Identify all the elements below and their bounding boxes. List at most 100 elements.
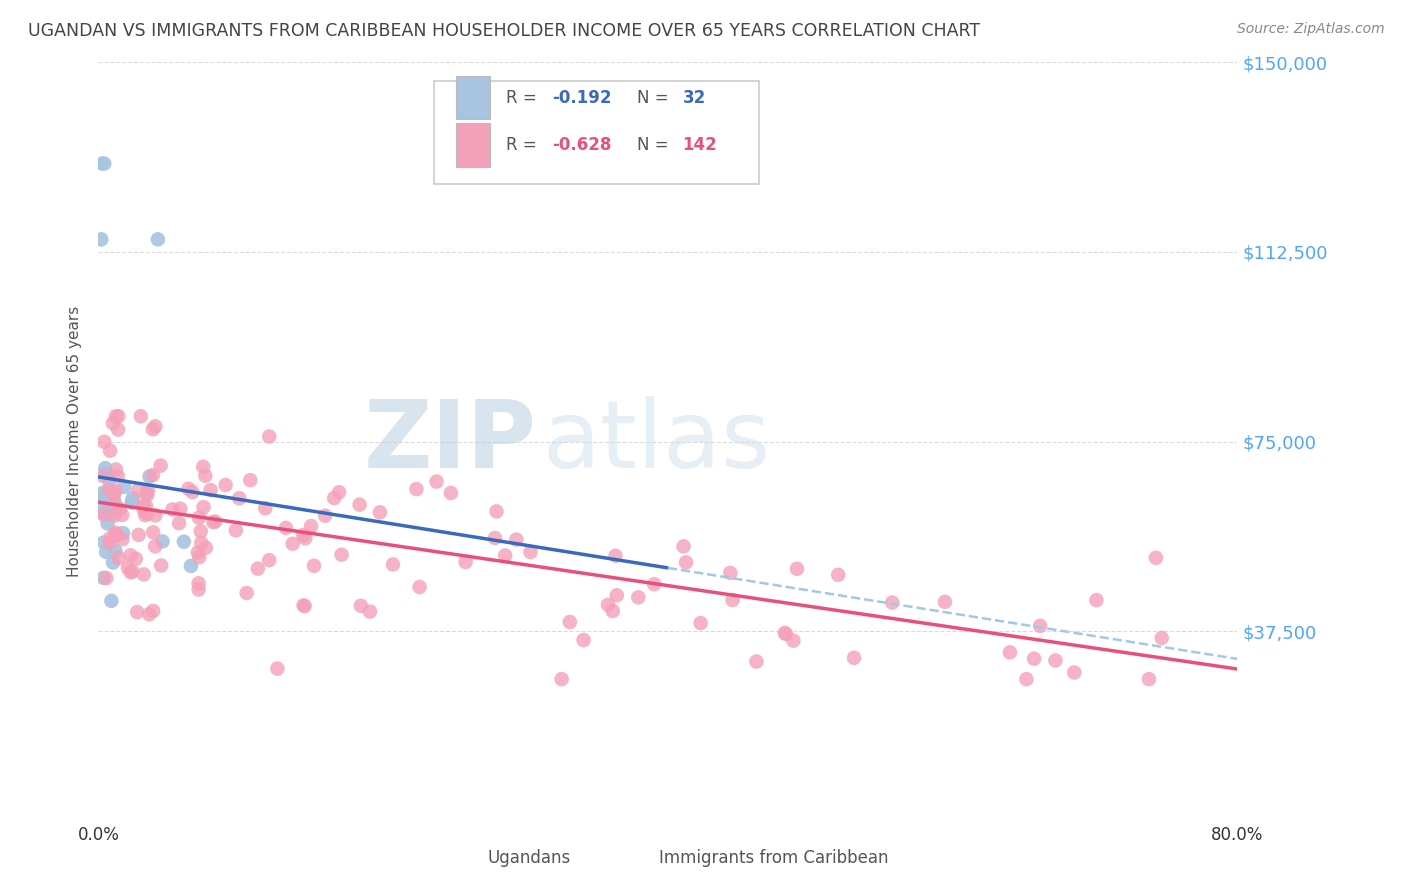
Point — [136, 483, 159, 498]
Text: Source: ZipAtlas.com: Source: ZipAtlas.com — [1237, 22, 1385, 37]
Text: N =: N = — [637, 88, 673, 106]
Point — [228, 491, 250, 506]
Point — [239, 473, 262, 487]
Point — [350, 599, 373, 613]
Text: 32: 32 — [683, 88, 706, 106]
Point — [117, 561, 139, 575]
Point — [359, 605, 381, 619]
Point — [675, 555, 697, 569]
Point — [132, 502, 155, 516]
FancyBboxPatch shape — [616, 845, 650, 871]
Point — [104, 529, 127, 543]
Point — [94, 461, 117, 475]
Point — [90, 232, 112, 246]
Point — [274, 521, 297, 535]
Point — [135, 486, 157, 500]
Point — [149, 458, 172, 473]
Point — [96, 571, 118, 585]
Point — [94, 488, 117, 502]
Point — [187, 545, 209, 559]
Point — [368, 505, 391, 519]
Point — [214, 478, 236, 492]
Point — [132, 567, 155, 582]
Point — [294, 531, 316, 545]
Point — [190, 524, 212, 539]
Point — [142, 525, 165, 540]
Text: R =: R = — [506, 136, 543, 154]
Point — [328, 485, 350, 500]
Point — [194, 468, 217, 483]
Point — [142, 422, 165, 436]
Point — [204, 515, 226, 529]
Point — [193, 459, 215, 474]
Point — [254, 501, 277, 516]
Point — [259, 429, 281, 443]
Point — [98, 536, 121, 550]
Point — [128, 528, 150, 542]
Point — [494, 549, 516, 563]
Point — [98, 474, 121, 488]
Text: 142: 142 — [683, 136, 717, 154]
Y-axis label: Householder Income Over 65 years: Householder Income Over 65 years — [67, 306, 83, 577]
Point — [107, 409, 129, 424]
Point — [259, 553, 281, 567]
Point — [135, 499, 157, 513]
Point — [188, 510, 211, 524]
Point — [98, 532, 121, 546]
Point — [103, 508, 125, 523]
Point — [454, 555, 477, 569]
Point — [138, 607, 160, 622]
Point — [190, 536, 212, 550]
Point — [302, 558, 325, 573]
Point — [101, 498, 124, 512]
Point — [97, 488, 120, 502]
Point — [323, 491, 346, 505]
Point — [125, 551, 148, 566]
Point — [786, 562, 808, 576]
Point — [202, 515, 225, 529]
Point — [91, 468, 114, 483]
Point — [842, 650, 865, 665]
Point — [773, 626, 796, 640]
Point — [127, 605, 149, 619]
Text: Immigrants from Caribbean: Immigrants from Caribbean — [659, 849, 889, 867]
Point — [162, 502, 184, 516]
Point — [121, 491, 143, 506]
Point — [134, 508, 156, 523]
Point — [330, 548, 353, 562]
Point — [97, 483, 120, 497]
Point — [93, 434, 115, 449]
Point — [187, 576, 209, 591]
Point — [225, 523, 247, 537]
Point — [100, 508, 122, 522]
Point — [169, 501, 191, 516]
Point — [672, 540, 695, 554]
Point — [177, 482, 200, 496]
Point — [627, 591, 650, 605]
Point — [97, 516, 120, 531]
Point — [121, 494, 143, 508]
Point — [93, 156, 115, 170]
Point — [314, 508, 336, 523]
Point — [718, 566, 741, 580]
Point — [104, 525, 127, 540]
Point — [145, 419, 167, 434]
Point — [193, 500, 215, 515]
Point — [745, 655, 768, 669]
Point — [484, 531, 506, 545]
Point — [138, 469, 160, 483]
Point — [107, 500, 129, 515]
Point — [129, 409, 152, 424]
Point — [93, 508, 115, 522]
Point — [602, 604, 624, 618]
Text: atlas: atlas — [543, 395, 770, 488]
Point — [1137, 672, 1160, 686]
Point — [606, 588, 628, 602]
Point — [112, 526, 135, 541]
Point — [93, 535, 115, 549]
Point — [167, 516, 190, 530]
FancyBboxPatch shape — [456, 76, 491, 120]
Point — [349, 498, 371, 512]
Point — [505, 533, 527, 547]
Point — [103, 487, 125, 501]
